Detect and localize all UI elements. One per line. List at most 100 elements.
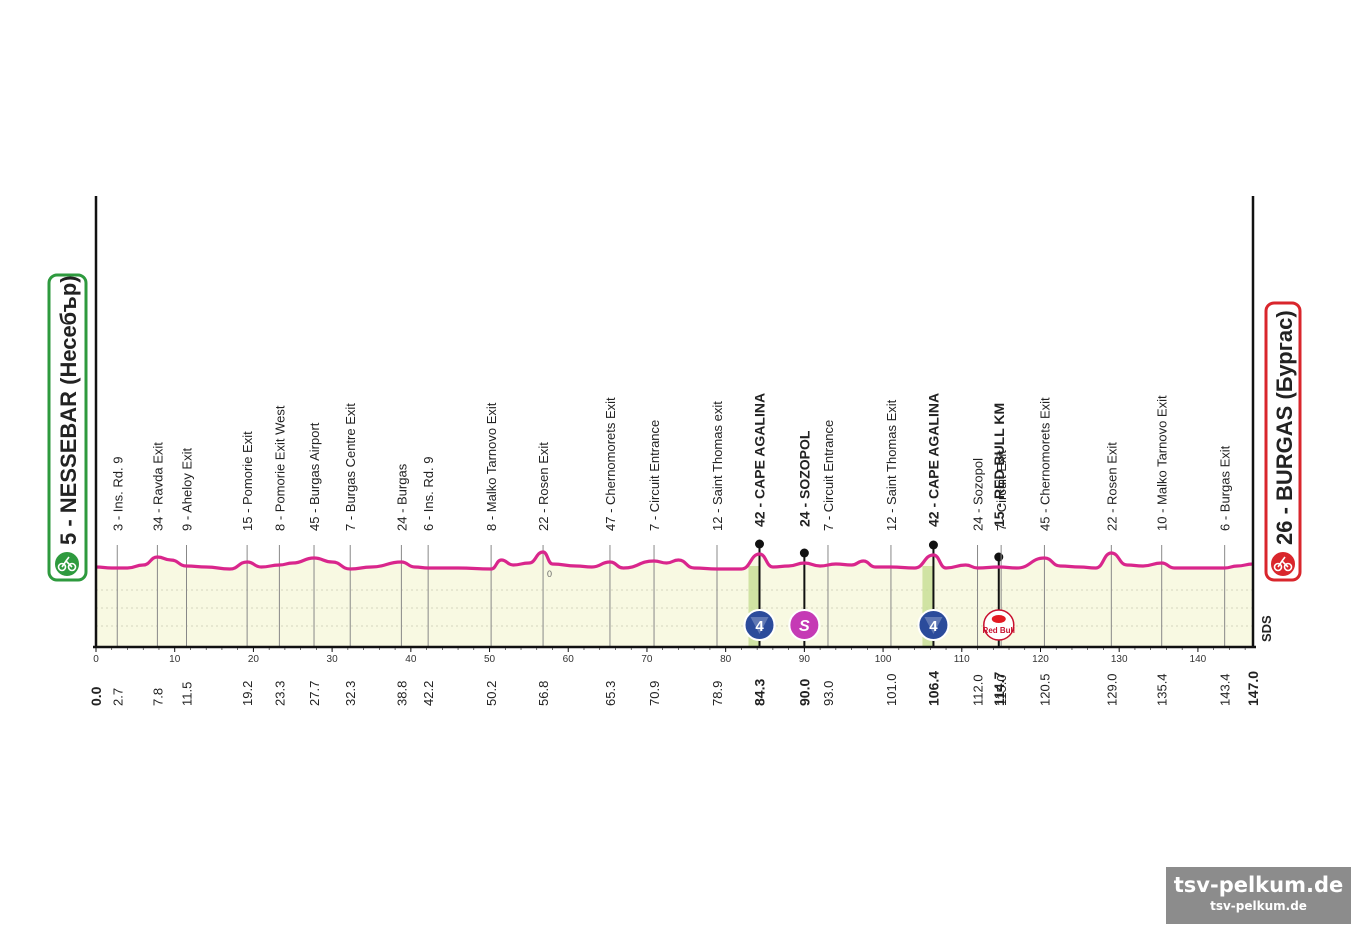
km-label: 11.5: [180, 682, 195, 706]
waypoint-dot: [755, 539, 765, 549]
waypoint-label: 42 - CAPE AGALINA: [752, 393, 768, 527]
km-label: 129.0: [1104, 673, 1119, 706]
x-tick-label: 70: [641, 654, 653, 665]
redbull-icon: [983, 609, 1015, 641]
x-tick-label: 130: [1111, 654, 1128, 665]
waypoint-label: 12 - Saint Thomas exit: [710, 401, 725, 531]
waypoint-label: 6 - Ins. Rd. 9: [421, 457, 436, 531]
watermark-sub: tsv-pelkum.de: [1210, 899, 1307, 913]
x-tick-label: 140: [1190, 654, 1207, 665]
publisher-logo: SDS: [1259, 615, 1274, 642]
kom-icon: [743, 609, 776, 641]
kom-triangle: [924, 617, 943, 634]
waypoint-label: 7 - Circuit Exit: [994, 450, 1009, 531]
x-tick-label: 60: [563, 654, 575, 665]
waypoint-label: 47 - Chernomorets Exit: [603, 397, 618, 531]
x-tick-label: 90: [799, 654, 811, 665]
waypoint-label: 7 - Burgas Centre Exit: [343, 403, 358, 531]
bike-glyph: [57, 556, 77, 572]
km-label: 114.7: [991, 672, 1007, 706]
km-label: 70.9: [647, 681, 662, 706]
waypoint-label: 15 - Pomorie Exit: [240, 431, 255, 531]
km-label: 38.8: [394, 681, 409, 706]
km-label: 2.7: [110, 688, 125, 706]
km-label: 112.0: [971, 674, 986, 706]
waypoint-label: 8 - Malko Tarnovo Exit: [484, 402, 499, 531]
waypoint-label: 12 - Saint Thomas Exit: [884, 399, 899, 531]
waypoint-label: 7 - Circuit Entrance: [821, 420, 836, 531]
start-box: [47, 273, 88, 582]
waypoint-label: 8 - Pomorie Exit West: [272, 405, 287, 531]
km-label: 135.4: [1155, 673, 1170, 706]
climb-highlight-layer: [748, 566, 934, 647]
elevation-line-layer: 0: [95, 550, 1254, 579]
waypoint-label: 24 - SOZOPOL: [796, 430, 812, 527]
x-tick-label: 40: [405, 654, 417, 665]
bike-start-icon: [53, 550, 81, 578]
watermark: tsv-pelkum.de tsv-pelkum.de: [1166, 867, 1351, 924]
x-tick-label: 50: [484, 654, 496, 665]
waypoint-label: 3 - Ins. Rd. 9: [110, 457, 125, 531]
waypoint-label: 42 - CAPE AGALINA: [925, 393, 941, 527]
redbull-text: Red Bull: [983, 626, 1015, 635]
km-label: 27.7: [307, 681, 322, 706]
km-label: 42.2: [421, 681, 436, 706]
km-label: 90.0: [796, 679, 812, 706]
waypoint-dot: [928, 540, 938, 550]
redbull-bulls: [991, 615, 1006, 623]
elevation-line: [95, 550, 1254, 571]
watermark-main: tsv-pelkum.de: [1173, 873, 1344, 897]
waypoint-label: 24 - Sozopol: [971, 458, 986, 531]
km-label: 115.0: [994, 674, 1009, 706]
km-label: 0.0: [88, 686, 104, 706]
km-label: 19.2: [240, 681, 255, 706]
x-tick-label: 0: [93, 654, 99, 665]
waypoint-label: 45 - Burgas Airport: [307, 422, 322, 531]
km-label: 93.0: [821, 681, 836, 706]
waypoint-label: 45 - Chernomorets Exit: [1037, 397, 1052, 531]
km-label: 32.3: [343, 681, 358, 706]
km-label: 84.3: [752, 679, 768, 706]
kom-category: 4: [929, 618, 938, 635]
profile-note: 0: [547, 569, 552, 579]
km-label: 78.9: [710, 681, 725, 706]
waypoint-dot: [994, 552, 1004, 562]
bike-glyph-finish: [1273, 556, 1293, 572]
sprint-marker: S: [788, 609, 821, 641]
x-tick-label: 20: [248, 654, 260, 665]
waypoint-label: 22 - Rosen Exit: [1104, 442, 1119, 531]
kom-marker: 4: [917, 609, 950, 641]
km-label: 147.0: [1245, 671, 1261, 706]
waypoint-dot: [799, 548, 809, 558]
kom-category: 4: [755, 618, 764, 635]
finish-box: [1264, 301, 1302, 582]
sprint-icon: [788, 609, 821, 641]
x-tick-label: 80: [720, 654, 732, 665]
redbull-marker: Red Bull: [983, 609, 1015, 641]
km-label: 56.8: [536, 681, 551, 706]
km-label: 101.0: [884, 673, 899, 706]
x-tick-label: 10: [169, 654, 181, 665]
waypoint-label: 22 - Rosen Exit: [536, 442, 551, 531]
kom-triangle: [750, 617, 769, 634]
waypoint-label: 15 - RED BULL KM: [991, 403, 1007, 527]
profile-fill-layer: [96, 552, 1253, 647]
x-tick-label: 110: [954, 654, 970, 665]
waypoint-label: 6 - Burgas Exit: [1218, 445, 1233, 531]
climb-highlight: [922, 566, 934, 647]
sprint-letter: S: [799, 618, 810, 635]
profile-area: [96, 552, 1253, 647]
km-label: 65.3: [603, 681, 618, 706]
waypoint-label: 10 - Malko Tarnovo Exit: [1155, 395, 1170, 531]
km-label: 120.5: [1037, 673, 1052, 706]
x-tick-label: 120: [1032, 654, 1049, 665]
classification-markers: 4 S 4 Red Bull: [743, 609, 1015, 641]
x-tick-label: 100: [875, 654, 892, 665]
km-label: 50.2: [484, 681, 499, 706]
start-panel: 5 - NESSEBAR (Несебър): [47, 273, 88, 582]
start-label: 5 - NESSEBAR (Несебър): [56, 275, 81, 545]
kom-marker: 4: [743, 609, 776, 641]
finish-label: 26 - BURGAS (Бургас): [1272, 310, 1297, 545]
